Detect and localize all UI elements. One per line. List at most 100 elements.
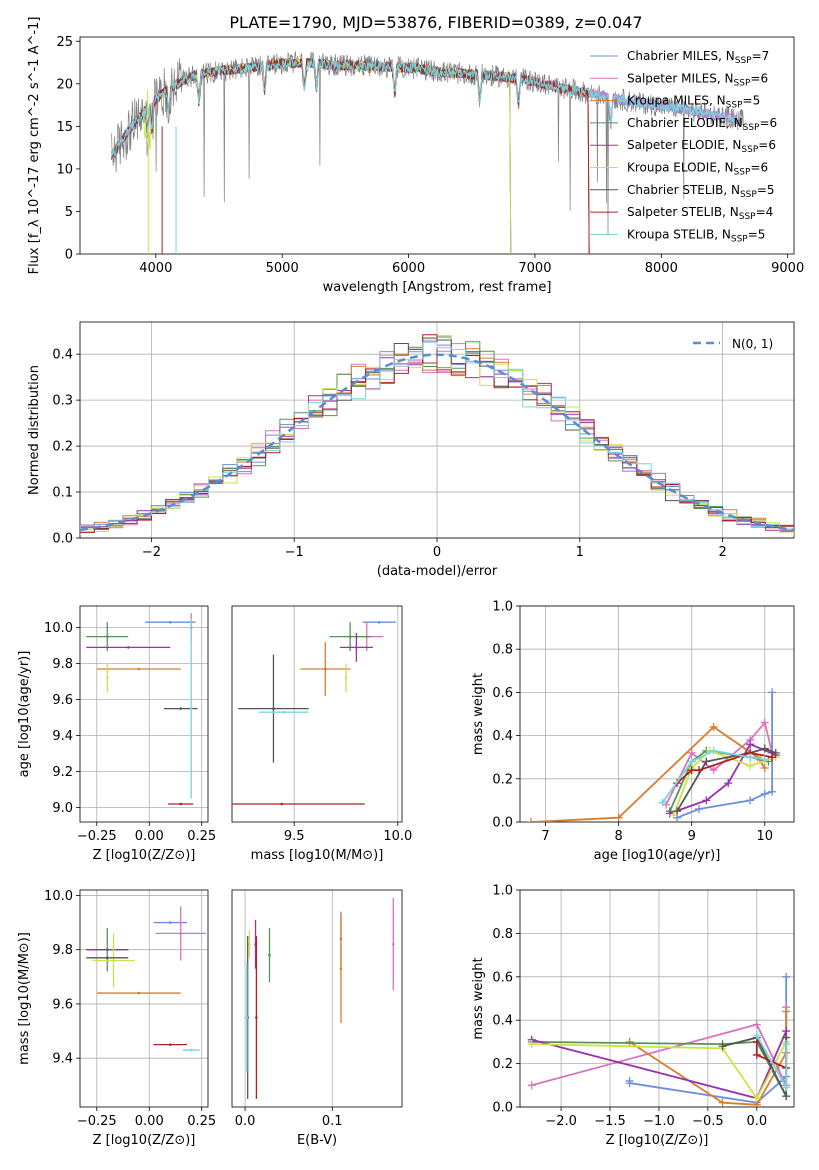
x-tick-label: −2 (142, 545, 161, 560)
x-axis-label: Z [log10(Z/Z⊙)] (606, 1133, 709, 1148)
point-marker (355, 646, 358, 649)
panel-mass-weight-vs-Z: −2.0 −1.5 −1.0 −0.5 0.0 0.0 0.2 0.4 0.6 0.8 1.0 Z [… (471, 884, 795, 1148)
plus-marker (709, 766, 718, 775)
data-point (232, 802, 365, 806)
y-tick-label: 0.4 (492, 1014, 513, 1029)
plus-marker (702, 796, 711, 805)
plus-marker (760, 744, 769, 753)
plot-area (526, 688, 780, 822)
x-tick-label: 5000 (266, 261, 299, 276)
point-marker (323, 667, 327, 671)
x-tick-label: 7 (541, 829, 549, 844)
plus-marker (782, 972, 791, 981)
y-axis-label: Normed distribution (27, 365, 42, 495)
data-point (155, 906, 206, 961)
plus-marker (782, 1040, 791, 1049)
y-tick-label: 0.2 (492, 772, 513, 787)
y-tick-label: 0.3 (52, 394, 73, 409)
model-spectrum-line (111, 57, 736, 158)
x-tick-label: 2 (718, 545, 726, 560)
plus-marker (718, 1042, 727, 1051)
x-tick-label: 0.0 (746, 1114, 767, 1129)
y-tick-label: 9.8 (52, 657, 73, 672)
plus-marker (768, 787, 777, 796)
legend-label: Kroupa STELIB, NSSP=5 (627, 227, 765, 244)
panel-mass-vs-EBV: 0.0 0.1 E(B-V) (231, 889, 403, 1148)
y-tick-label: 0.2 (492, 1057, 513, 1072)
panel-mass-vs-Z: −0.25 0.00 0.25 9.4 9.6 9.8 10.0 Z [log10(Z/Z⊙)… (17, 889, 216, 1148)
data-point (96, 667, 181, 671)
spectrum-plot-area (111, 50, 744, 254)
legend-label: N(0, 1) (732, 337, 773, 351)
x-tick-label: −1.0 (643, 1114, 675, 1129)
x-tick-label: 10.0 (383, 829, 412, 844)
plus-marker (669, 811, 678, 820)
y-axis-label: mass weight (471, 673, 486, 755)
legend-label: Chabrier MILES, NSSP=7 (627, 49, 769, 66)
point-marker (126, 646, 130, 649)
data-point (96, 991, 181, 995)
y-tick-label: 9.2 (52, 765, 73, 780)
panel-spectrum: 4000 5000 6000 7000 8000 9000 0 5 10 15 20 25 wavele… (27, 17, 804, 295)
point-marker (168, 620, 172, 624)
y-axis-label: mass [log10(M/M⊙)] (17, 932, 32, 1065)
point-marker (105, 676, 109, 680)
plus-marker (527, 1081, 536, 1090)
x-tick-label: −0.5 (692, 1114, 724, 1129)
y-tick-label: 0.6 (492, 970, 513, 985)
legend-label: Salpeter STELIB, NSSP=4 (627, 205, 773, 222)
point-marker (179, 802, 183, 806)
y-tick-label: 0.0 (52, 532, 73, 547)
plus-marker (695, 805, 704, 814)
x-axis-label: E(B-V) (297, 1133, 337, 1148)
x-axis-label: wavelength [Angstrom, rest frame] (323, 280, 552, 295)
axes-frame (231, 889, 403, 1108)
plus-marker (760, 764, 769, 772)
panel-mass-weight-vs-age: 7 8 9 10 0.0 0.2 0.4 0.6 0.8 1.0 age [log10(age/yr… (471, 600, 795, 863)
point-marker (339, 967, 343, 970)
y-axis-label: age [log10(age/yr)] (17, 651, 32, 778)
plus-marker (709, 722, 718, 731)
plus-marker (760, 789, 769, 798)
data-point (168, 802, 194, 806)
x-tick-label: 8 (614, 829, 622, 844)
plus-marker (709, 746, 718, 755)
legend-label: Chabrier ELODIE, NSSP=6 (627, 116, 777, 133)
y-tick-label: 10 (56, 162, 73, 177)
y-tick-label: 9.6 (52, 693, 73, 708)
x-axis-label: Z [log10(Z/Z⊙)] (93, 1133, 196, 1148)
plus-marker (752, 1020, 761, 1029)
x-tick-label: 0.00 (135, 829, 164, 844)
x-tick-label: −1 (285, 545, 304, 560)
data-point (248, 930, 251, 958)
x-tick-label: 0.0 (235, 1114, 256, 1129)
plus-marker (746, 740, 755, 749)
point-marker (189, 1048, 193, 1052)
data-point (86, 956, 129, 960)
plus-marker (782, 1007, 791, 1016)
data-point (238, 654, 309, 763)
y-tick-label: 9.4 (52, 1052, 73, 1067)
y-tick-label: 0.1 (52, 486, 73, 501)
data-point (145, 620, 196, 624)
y-tick-label: 0.4 (52, 348, 73, 363)
y-tick-label: 0.2 (52, 440, 73, 455)
point-marker (272, 707, 275, 710)
point-marker (348, 635, 352, 638)
data-point (391, 898, 395, 991)
histogram-area (80, 334, 794, 537)
plus-marker (673, 807, 682, 816)
data-point (189, 618, 193, 799)
point-marker (105, 635, 109, 638)
axes-frame (79, 36, 795, 255)
y-tick-label: 9.0 (52, 801, 73, 816)
axes-frame (519, 889, 795, 1108)
point-marker (377, 620, 381, 624)
point-marker (179, 932, 183, 935)
y-tick-label: 5 (65, 205, 73, 220)
y-tick-label: 0.0 (492, 1101, 513, 1116)
x-tick-label: 0.00 (135, 1114, 164, 1129)
y-tick-label: 0.6 (492, 686, 513, 701)
x-tick-label: −0.25 (77, 829, 117, 844)
y-tick-label: 9.8 (52, 943, 73, 958)
